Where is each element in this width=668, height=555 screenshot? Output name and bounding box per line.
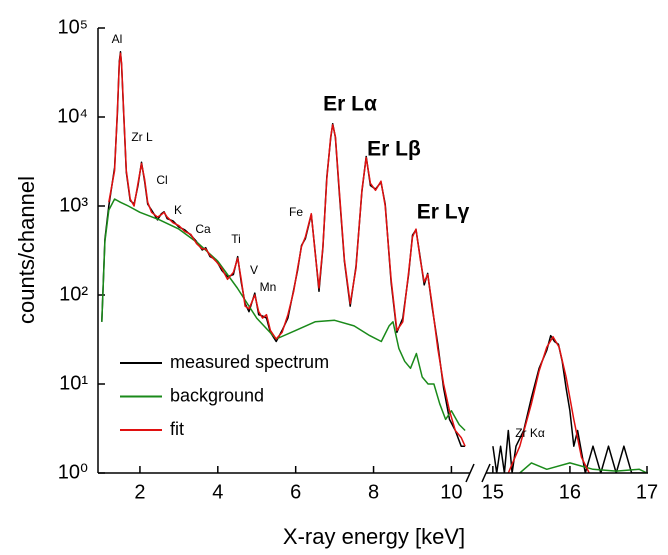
peak-label: Er Lβ: [367, 138, 421, 161]
x-axis-label: X-ray energy [keV]: [283, 524, 465, 549]
x-tick-label: 8: [368, 481, 379, 503]
axis-break: [465, 463, 491, 483]
peak-label: Cl: [156, 173, 167, 187]
legend-label: measured spectrum: [170, 352, 329, 372]
x-tick-label: 6: [290, 481, 301, 503]
peak-label: Er Lγ: [417, 201, 470, 224]
peak-label: Mn: [260, 280, 277, 294]
axes: 10⁰ 10¹ 10² 10³ 10⁴ 10⁵ 2 4 6 8 10 15 16 17: [57, 16, 658, 503]
y-tick-label: 10⁴: [57, 105, 88, 127]
x-tick-label: 16: [559, 481, 581, 503]
x-tick-label: 10: [440, 481, 462, 503]
break-mark: [465, 463, 475, 483]
series-line: [101, 198, 648, 473]
y-tick-label: 10²: [59, 283, 88, 305]
y-axis-label: counts/channel: [14, 176, 39, 324]
peak-label: Al: [112, 32, 123, 46]
x-tick-label: 15: [482, 481, 504, 503]
peak-label: K: [174, 203, 182, 217]
x-tick-label: 4: [212, 481, 223, 503]
peak-label: Fe: [289, 205, 303, 219]
legend-label: fit: [170, 419, 184, 439]
y-tick-label: 10¹: [59, 372, 88, 394]
peak-label: Er Lα: [323, 93, 377, 116]
y-tick-label: 10⁰: [58, 461, 88, 483]
plot-area: [101, 51, 648, 473]
peak-label: Zr Kα: [515, 426, 545, 440]
peak-label: Ca: [195, 222, 211, 236]
peak-label: Zr L: [131, 130, 153, 144]
peak-label: V: [250, 263, 258, 277]
y-tick-label: 10³: [59, 194, 88, 216]
y-tick-label: 10⁵: [57, 16, 88, 38]
x-tick-label: 17: [636, 481, 658, 503]
legend-label: background: [170, 385, 264, 405]
break-mark: [481, 463, 491, 483]
peak-label: Ti: [231, 232, 241, 246]
x-tick-label: 2: [134, 481, 145, 503]
series-line: [108, 52, 590, 473]
